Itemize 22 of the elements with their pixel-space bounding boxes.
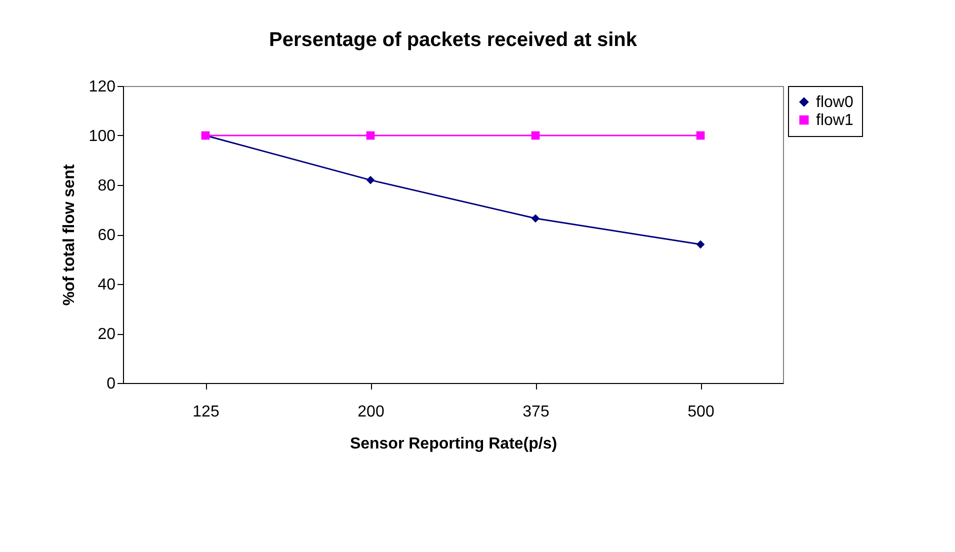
y-tick-label: 100 — [88, 128, 116, 145]
legend-label: flow1 — [816, 112, 854, 129]
x-tick-label: 125 — [192, 404, 220, 420]
chart-title: Persentage of packets received at sink — [269, 29, 638, 51]
y-axis-title: %of total flow sent — [60, 164, 78, 306]
y-tick-label: 80 — [98, 178, 116, 194]
x-tick-label: 375 — [522, 404, 550, 420]
point — [696, 240, 705, 249]
legend-label: flow0 — [816, 94, 854, 111]
point — [696, 131, 705, 140]
x-axis-title: Sensor Reporting Rate(p/s) — [350, 436, 558, 452]
point — [531, 214, 540, 223]
y-tick-label: 40 — [98, 276, 116, 294]
x-tick-label: 200 — [358, 404, 384, 420]
point — [366, 176, 375, 184]
point — [366, 131, 375, 140]
y-tick-label: 20 — [98, 326, 116, 343]
y-tick-label: 0 — [106, 376, 116, 392]
y-tick-label: 60 — [98, 227, 116, 244]
x-tick-label: 500 — [688, 404, 714, 420]
y-tick-label: 120 — [88, 78, 116, 96]
point — [531, 131, 540, 140]
